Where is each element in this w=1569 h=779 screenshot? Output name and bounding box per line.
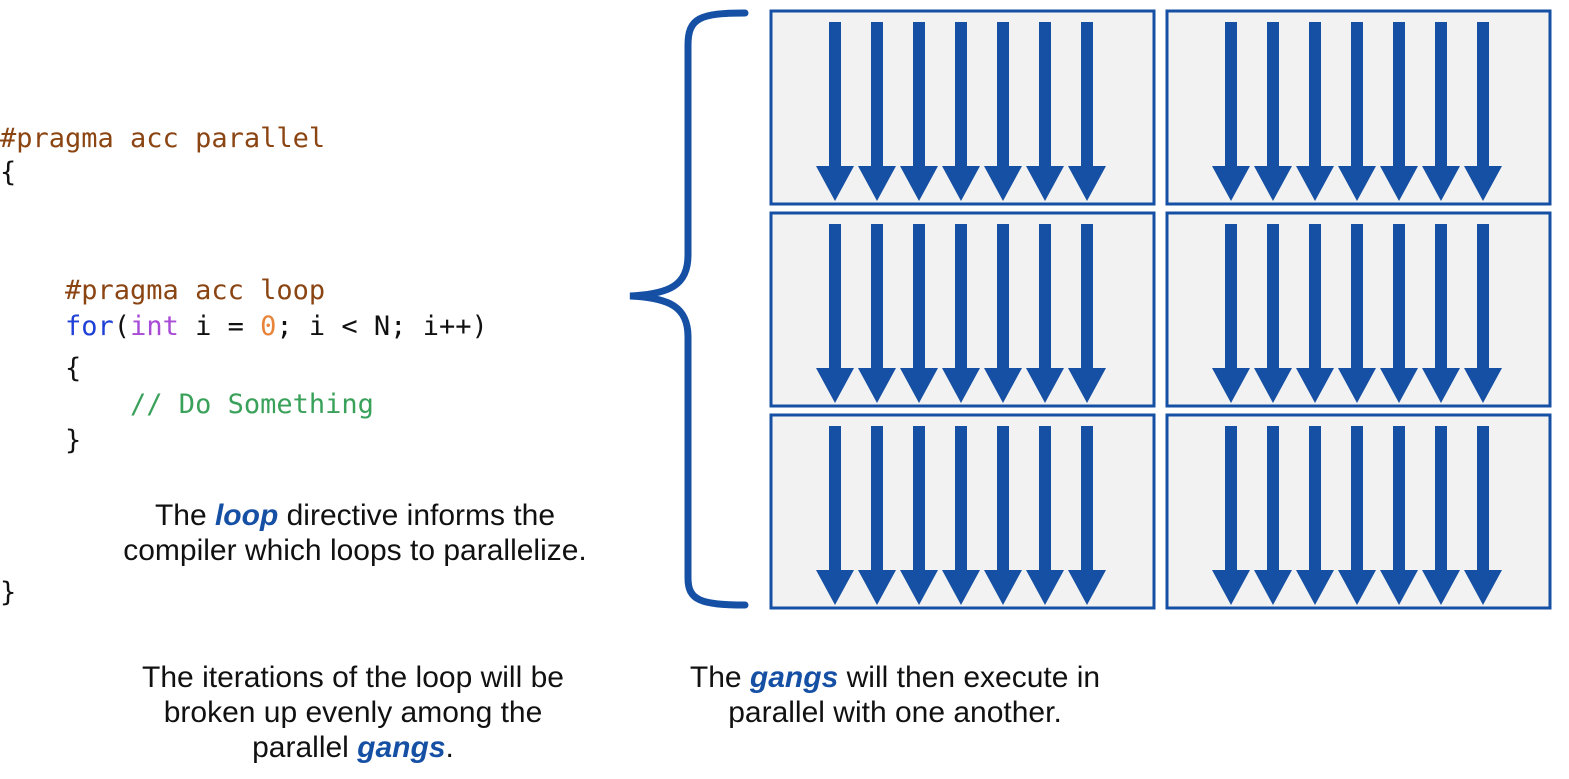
caption-loop-keyword: loop bbox=[214, 499, 279, 532]
keyword-for: for bbox=[0, 311, 114, 342]
arrow-icon bbox=[1380, 426, 1418, 605]
arrow-icon bbox=[1068, 22, 1106, 201]
arrow-icon bbox=[1068, 224, 1106, 403]
arrow-icon bbox=[1422, 426, 1460, 605]
arrow-icon bbox=[1026, 22, 1064, 201]
arrow-icon bbox=[1296, 426, 1334, 605]
arrow-icon bbox=[858, 224, 896, 403]
arrow-icon bbox=[1380, 22, 1418, 201]
arrow-icon bbox=[1254, 426, 1292, 605]
arrow-icon bbox=[942, 426, 980, 605]
arrow-icon bbox=[1338, 22, 1376, 201]
arrow-icon bbox=[1212, 426, 1250, 605]
arrow-icon bbox=[900, 22, 938, 201]
code-line-pragma-loop: #pragma acc loop bbox=[0, 275, 326, 306]
arrow-icon bbox=[984, 426, 1022, 605]
arrow-icon bbox=[1338, 426, 1376, 605]
caption-iterations: The iterations of the loop will be broke… bbox=[142, 661, 564, 764]
code-line-pragma-parallel: #pragma acc parallel bbox=[0, 123, 326, 154]
arrow-icon bbox=[1464, 22, 1502, 201]
arrow-icon bbox=[1026, 224, 1064, 403]
arrow-icon bbox=[1254, 224, 1292, 403]
code-line-close-brace-outer: } bbox=[0, 577, 17, 608]
arrow-icon bbox=[984, 224, 1022, 403]
arrow-icon bbox=[858, 22, 896, 201]
gang-grid bbox=[769, 9, 1552, 610]
literal-zero: 0 bbox=[260, 311, 277, 342]
arrow-icon bbox=[1212, 22, 1250, 201]
code-line-open-brace-outer: { bbox=[0, 157, 17, 188]
code-line-open-brace-inner: { bbox=[0, 353, 82, 384]
arrow-icon bbox=[900, 426, 938, 605]
arrow-icon bbox=[984, 22, 1022, 201]
arrow-icon bbox=[942, 224, 980, 403]
arrow-icon bbox=[900, 224, 938, 403]
arrow-icon bbox=[1296, 22, 1334, 201]
arrow-icon bbox=[1068, 426, 1106, 605]
code-condition: ; i < N; i++) bbox=[276, 311, 488, 342]
arrow-icon bbox=[1254, 22, 1292, 201]
arrow-icon bbox=[816, 224, 854, 403]
keyword-int: int bbox=[130, 311, 179, 342]
code-assign: i = bbox=[178, 311, 261, 342]
caption-gangs-execute: The gangs will then execute in parallel … bbox=[689, 661, 1101, 729]
arrow-icon bbox=[1296, 224, 1334, 403]
code-line-comment: // Do Something bbox=[0, 389, 374, 420]
arrow-icon bbox=[816, 22, 854, 201]
code-block: #pragma acc parallel { #pragma acc loop … bbox=[0, 0, 488, 608]
arrow-icon bbox=[1380, 224, 1418, 403]
arrow-icon bbox=[816, 426, 854, 605]
arrow-icon bbox=[1338, 224, 1376, 403]
code-line-close-brace-inner: } bbox=[0, 425, 82, 456]
caption-loop-directive: The loop directive informs the compiler … bbox=[123, 499, 587, 567]
caption-gangs-keyword: gangs bbox=[357, 731, 446, 764]
curly-brace bbox=[629, 9, 749, 609]
arrow-icon bbox=[858, 426, 896, 605]
arrow-icon bbox=[1212, 224, 1250, 403]
arrow-icon bbox=[1422, 224, 1460, 403]
arrow-icon bbox=[1422, 22, 1460, 201]
arrow-icon bbox=[1464, 426, 1502, 605]
arrow-icon bbox=[1464, 224, 1502, 403]
code-line-for: for(int i = 0; i < N; i++) bbox=[0, 310, 488, 344]
caption-gangs-keyword-2: gangs bbox=[749, 661, 839, 694]
arrow-icon bbox=[1026, 426, 1064, 605]
code-paren: ( bbox=[113, 311, 131, 342]
arrow-icon bbox=[942, 22, 980, 201]
